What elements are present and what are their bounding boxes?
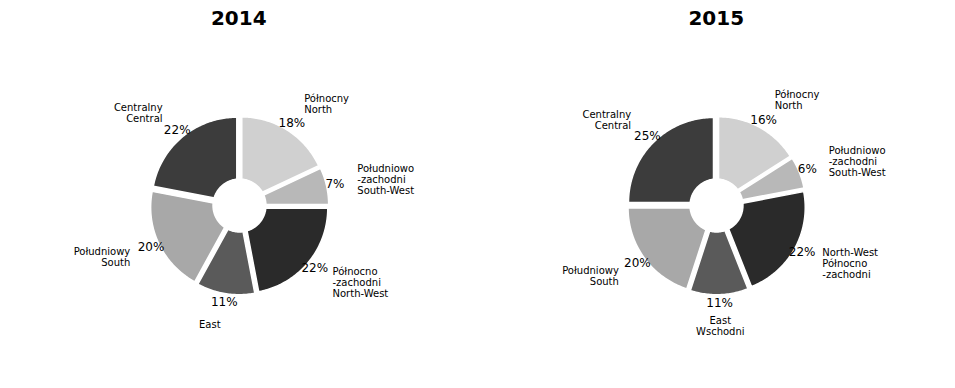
- svg-text:PółnocnyNorth: PółnocnyNorth: [775, 89, 820, 111]
- svg-text:Południowo-zachodniSouth-West: Południowo-zachodniSouth-West: [357, 163, 414, 196]
- svg-text:20%: 20%: [624, 256, 651, 270]
- svg-text:EastWschodni: EastWschodni: [696, 315, 745, 337]
- svg-text:CentralnyCentral: CentralnyCentral: [583, 109, 632, 131]
- svg-text:CentralnyCentral: CentralnyCentral: [114, 102, 163, 124]
- svg-text:East: East: [199, 319, 221, 330]
- svg-text:22%: 22%: [164, 123, 191, 137]
- svg-text:Północno-zachodniNorth-West: Północno-zachodniNorth-West: [332, 266, 388, 299]
- svg-text:25%: 25%: [634, 129, 661, 143]
- svg-text:22%: 22%: [301, 261, 328, 275]
- svg-text:22%: 22%: [789, 245, 816, 259]
- svg-text:6%: 6%: [798, 162, 817, 176]
- html-text:2015: 2015: [688, 6, 745, 30]
- svg-text:PołudniowySouth: PołudniowySouth: [562, 265, 619, 287]
- svg-text:PółnocnyNorth: PółnocnyNorth: [304, 93, 349, 115]
- svg-text:18%: 18%: [278, 116, 305, 130]
- svg-text:20%: 20%: [137, 240, 164, 254]
- svg-text:Południowo-zachodniSouth-West: Południowo-zachodniSouth-West: [829, 145, 886, 178]
- svg-text:North-WestPółnocno-zachodni: North-WestPółnocno-zachodni: [823, 247, 879, 280]
- html-text:2014: 2014: [210, 6, 267, 30]
- svg-text:PołudniowySouth: PołudniowySouth: [73, 246, 130, 268]
- svg-text:7%: 7%: [325, 177, 344, 191]
- svg-text:11%: 11%: [706, 296, 733, 310]
- svg-text:11%: 11%: [211, 295, 238, 309]
- svg-text:16%: 16%: [751, 113, 778, 127]
